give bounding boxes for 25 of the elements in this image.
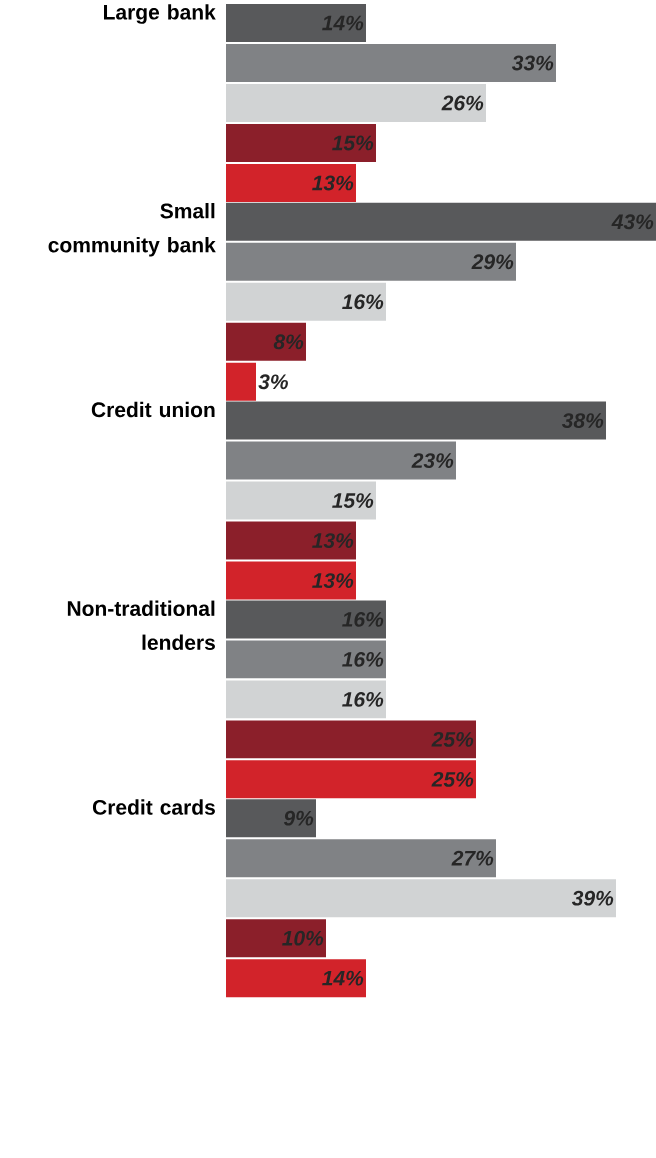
data-label: 39% [571, 890, 614, 906]
data-label: 25% [431, 771, 474, 787]
y-tick-label: Non-traditional lenders [67, 600, 215, 650]
y-tick-label: Credit cards [92, 799, 215, 815]
data-label: 29% [471, 254, 514, 270]
data-label: 13% [312, 175, 354, 191]
data-label: 16% [342, 651, 384, 667]
data-label: 14% [322, 970, 364, 986]
data-label: 10% [282, 930, 324, 946]
y-tick-label: Large bank [104, 4, 216, 24]
y-tick-label: Small community bank [48, 202, 216, 257]
data-label: 15% [332, 135, 374, 151]
data-label: 33% [511, 55, 554, 71]
data-label: 16% [342, 691, 384, 707]
data-label: 25% [431, 731, 474, 747]
data-label: 26% [441, 95, 484, 111]
data-label: 8% [273, 334, 304, 350]
data-label: 16% [342, 294, 384, 310]
data-label: 27% [451, 850, 494, 866]
data-label: 13% [312, 573, 354, 589]
data-label: 23% [411, 453, 454, 469]
data-label: 15% [332, 493, 374, 508]
data-label: 3% [258, 374, 288, 390]
y-tick-label: Credit union [91, 401, 215, 418]
data-label: 13% [312, 533, 354, 549]
